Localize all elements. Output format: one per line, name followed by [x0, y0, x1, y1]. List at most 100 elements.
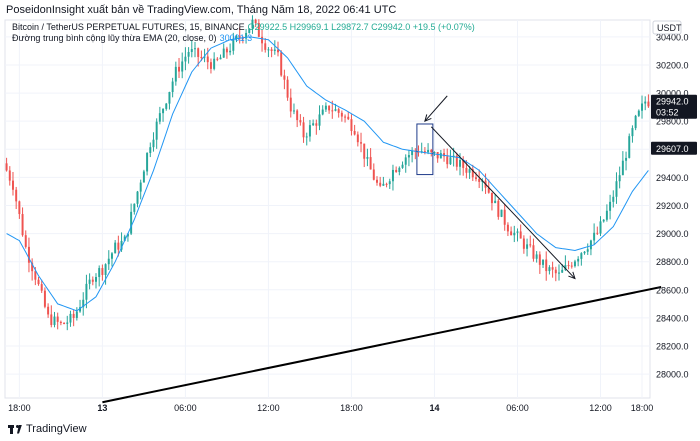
- candle-body: [366, 157, 369, 159]
- footer: TradingView: [0, 418, 700, 441]
- candle-body: [219, 57, 222, 60]
- candle-body: [85, 283, 88, 300]
- highlight-box[interactable]: [416, 123, 434, 176]
- x-tick-label: 14: [429, 403, 439, 413]
- y-tick-label: 29000.0: [656, 229, 689, 239]
- currency-label[interactable]: USDT: [657, 23, 682, 33]
- candle-body: [95, 277, 97, 282]
- candle-body: [526, 244, 529, 249]
- price-label-last[interactable]: 29942.003:52: [651, 94, 697, 119]
- arrow-small[interactable]: [424, 95, 448, 123]
- candle-body: [625, 157, 628, 161]
- candle-body: [107, 258, 110, 265]
- candle-body: [222, 48, 225, 58]
- candle-body: [356, 134, 359, 143]
- candle-body: [634, 115, 637, 129]
- candle-body: [583, 251, 586, 254]
- candle-body: [519, 231, 522, 239]
- currency-box[interactable]: [652, 20, 682, 35]
- candle-body: [535, 254, 538, 259]
- candle-body: [385, 183, 388, 185]
- chart-legend: Bitcoin / TetherUS PERPETUAL FUTURES, 15…: [12, 22, 475, 44]
- candle-body: [43, 290, 46, 307]
- tradingview-logo[interactable]: TradingView: [8, 423, 87, 435]
- candle-body: [264, 43, 267, 50]
- candle-body: [487, 187, 490, 193]
- candle-body: [599, 221, 602, 234]
- candle-body: [261, 36, 264, 44]
- candle-body: [564, 265, 567, 270]
- candle-body: [455, 155, 458, 167]
- candle-body: [439, 153, 442, 159]
- y-tick-label: 28200.0: [656, 342, 689, 352]
- candle-body: [318, 114, 321, 126]
- candle-body: [47, 306, 50, 315]
- candle-body: [395, 169, 398, 173]
- candle-body: [401, 164, 404, 168]
- candle-body: [178, 66, 181, 72]
- price-label-level[interactable]: 29607.0: [651, 141, 697, 155]
- x-tick-label: 06:00: [174, 403, 197, 413]
- candle-body: [324, 105, 327, 110]
- candle-body: [174, 66, 177, 82]
- legend-ema-label[interactable]: Đường trung bình cộng lũy thừa EMA (20, …: [12, 33, 217, 43]
- candle-body: [232, 38, 235, 51]
- candle-body: [516, 231, 519, 233]
- legend-ohlc: O29922.5 H29969.1 L29872.7 C29942.0 +19.…: [247, 22, 475, 32]
- price-label-bg: [651, 141, 697, 155]
- candlestick-chart[interactable]: 30400.030200.030000.029800.029600.029400…: [0, 0, 700, 418]
- candle-body: [436, 151, 439, 159]
- candle-body: [558, 272, 560, 274]
- candle-body: [372, 169, 375, 180]
- candle-body: [270, 49, 273, 52]
- candle-body: [433, 151, 436, 153]
- candle-body: [602, 219, 605, 222]
- candle-body: [8, 170, 11, 181]
- candle-body: [503, 209, 506, 225]
- candle-body: [344, 116, 347, 118]
- support-trendline[interactable]: [102, 286, 662, 404]
- candle-body: [471, 169, 474, 178]
- candle-body: [551, 267, 554, 270]
- candle-body: [497, 200, 500, 217]
- candle-body: [101, 268, 104, 275]
- candle-body: [308, 125, 311, 137]
- arrow-diagonal[interactable]: [430, 126, 576, 280]
- candle-body: [152, 139, 155, 148]
- candle-body: [360, 142, 363, 144]
- candle-body: [165, 103, 168, 109]
- candle-body: [644, 101, 647, 104]
- candle-body: [506, 224, 509, 232]
- price-label-bg: [651, 94, 697, 119]
- candle-body: [91, 279, 94, 282]
- plot-frame: [4, 19, 651, 399]
- y-tick-label: 30000.0: [656, 89, 689, 99]
- arrow-small-shaft: [424, 95, 448, 122]
- x-tick-label: 06:00: [506, 403, 529, 413]
- candle-body: [347, 116, 350, 120]
- grid: [4, 19, 651, 399]
- candle-body: [465, 167, 468, 173]
- candle-body: [305, 136, 308, 138]
- candle-body: [59, 321, 62, 323]
- x-tick-label: 18:00: [8, 403, 31, 413]
- candle-body: [114, 242, 117, 254]
- candle-body: [136, 191, 139, 204]
- candle-body: [200, 56, 203, 58]
- candle-body: [72, 313, 75, 318]
- legend-ema-value: 30001.3: [219, 33, 253, 43]
- candle-body: [206, 56, 209, 63]
- candle-body: [647, 101, 650, 107]
- candle-body: [98, 268, 101, 278]
- candle-body: [283, 75, 286, 80]
- legend-symbol[interactable]: Bitcoin / TetherUS PERPETUAL FUTURES, 15…: [12, 22, 245, 32]
- candle-body: [120, 240, 123, 250]
- y-tick-label: 30200.0: [656, 60, 689, 70]
- candle-body: [299, 120, 302, 123]
- candle-body: [388, 181, 391, 185]
- candle-body: [289, 97, 292, 112]
- candle-body: [474, 177, 477, 180]
- candle-body: [139, 182, 142, 192]
- drawings[interactable]: [102, 95, 662, 404]
- candle-body: [31, 262, 34, 272]
